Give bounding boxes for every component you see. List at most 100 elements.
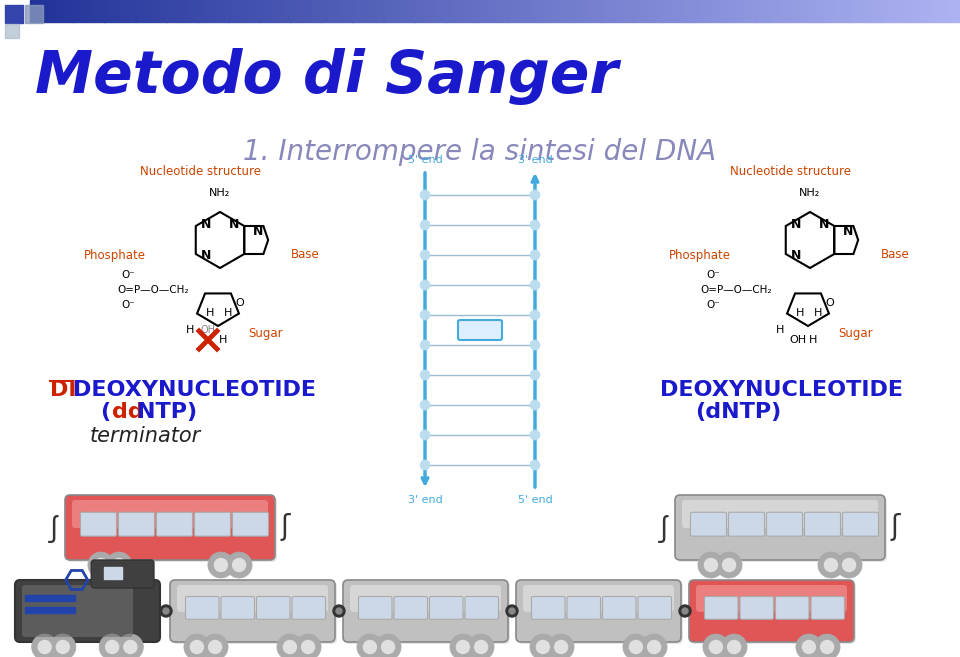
Bar (690, 0, 693, 22)
Bar (470, 0, 473, 22)
Bar (256, 0, 259, 22)
Bar (266, 0, 269, 22)
Bar (508, 0, 511, 22)
Bar (226, 0, 228, 22)
Bar (529, 0, 532, 22)
Bar (166, 0, 170, 22)
FancyBboxPatch shape (532, 597, 565, 620)
FancyBboxPatch shape (195, 512, 230, 536)
Bar (758, 0, 761, 22)
Bar (219, 0, 223, 22)
Bar (765, 0, 768, 22)
Circle shape (530, 340, 540, 350)
Bar (526, 0, 529, 22)
Bar (377, 0, 380, 22)
Bar (771, 0, 774, 22)
Circle shape (336, 608, 342, 614)
Text: Nucleotide structure: Nucleotide structure (139, 165, 260, 178)
Circle shape (814, 634, 840, 657)
Bar (498, 0, 501, 22)
Bar (5, 5, 23, 23)
Circle shape (721, 634, 747, 657)
Bar (132, 0, 135, 22)
Circle shape (456, 641, 469, 654)
FancyBboxPatch shape (804, 512, 841, 536)
Circle shape (530, 460, 540, 470)
Bar (179, 0, 182, 22)
FancyBboxPatch shape (65, 495, 275, 560)
Circle shape (32, 634, 58, 657)
Bar (536, 0, 539, 22)
Bar (582, 0, 585, 22)
Text: ʃ: ʃ (280, 513, 290, 541)
Circle shape (530, 250, 540, 260)
Circle shape (163, 608, 169, 614)
Bar (77, 0, 80, 22)
Circle shape (420, 280, 430, 290)
Bar (774, 0, 778, 22)
Bar (45, 0, 49, 22)
Bar (703, 0, 706, 22)
Bar (251, 0, 253, 22)
Bar (411, 0, 415, 22)
Bar (185, 0, 188, 22)
Bar (287, 0, 291, 22)
Text: H: H (224, 308, 232, 318)
Text: ʃ: ʃ (660, 513, 670, 541)
Bar (662, 0, 665, 22)
Text: ʃ: ʃ (50, 513, 60, 541)
Bar (210, 0, 213, 22)
Bar (418, 0, 420, 22)
Text: dd: dd (112, 402, 144, 422)
Bar (160, 0, 163, 22)
Bar (814, 0, 818, 22)
Bar (188, 0, 191, 22)
Bar (383, 0, 387, 22)
Circle shape (420, 250, 430, 260)
Bar (885, 0, 889, 22)
Circle shape (420, 430, 430, 440)
Bar (879, 0, 882, 22)
Bar (448, 0, 452, 22)
Bar (786, 0, 789, 22)
Bar (433, 0, 436, 22)
Circle shape (420, 310, 430, 320)
Bar (272, 0, 275, 22)
Bar (309, 0, 312, 22)
Bar (368, 0, 372, 22)
Bar (637, 0, 641, 22)
FancyBboxPatch shape (766, 512, 803, 536)
Bar (67, 0, 70, 22)
Bar (52, 0, 55, 22)
FancyBboxPatch shape (677, 497, 887, 562)
Bar (920, 0, 923, 22)
Text: O=P—O—CH₂: O=P—O—CH₂ (700, 285, 772, 295)
Circle shape (705, 558, 717, 572)
Bar (668, 0, 672, 22)
Circle shape (506, 605, 518, 617)
Circle shape (530, 280, 540, 290)
Bar (228, 0, 231, 22)
FancyBboxPatch shape (22, 585, 133, 637)
Bar (430, 0, 433, 22)
Bar (935, 0, 939, 22)
Circle shape (555, 641, 567, 654)
FancyBboxPatch shape (705, 597, 738, 620)
Text: N: N (843, 225, 853, 238)
FancyBboxPatch shape (177, 585, 328, 612)
Bar (898, 0, 901, 22)
Circle shape (530, 634, 556, 657)
Bar (238, 0, 241, 22)
Bar (569, 0, 572, 22)
Bar (938, 0, 942, 22)
Bar (796, 0, 799, 22)
Bar (811, 0, 814, 22)
FancyBboxPatch shape (256, 597, 290, 620)
Circle shape (106, 641, 119, 654)
Circle shape (821, 641, 833, 654)
Circle shape (623, 634, 649, 657)
Text: DEOXYNUCLEOTIDE: DEOXYNUCLEOTIDE (73, 380, 316, 400)
Bar (733, 0, 737, 22)
Bar (145, 0, 148, 22)
Bar (564, 0, 566, 22)
